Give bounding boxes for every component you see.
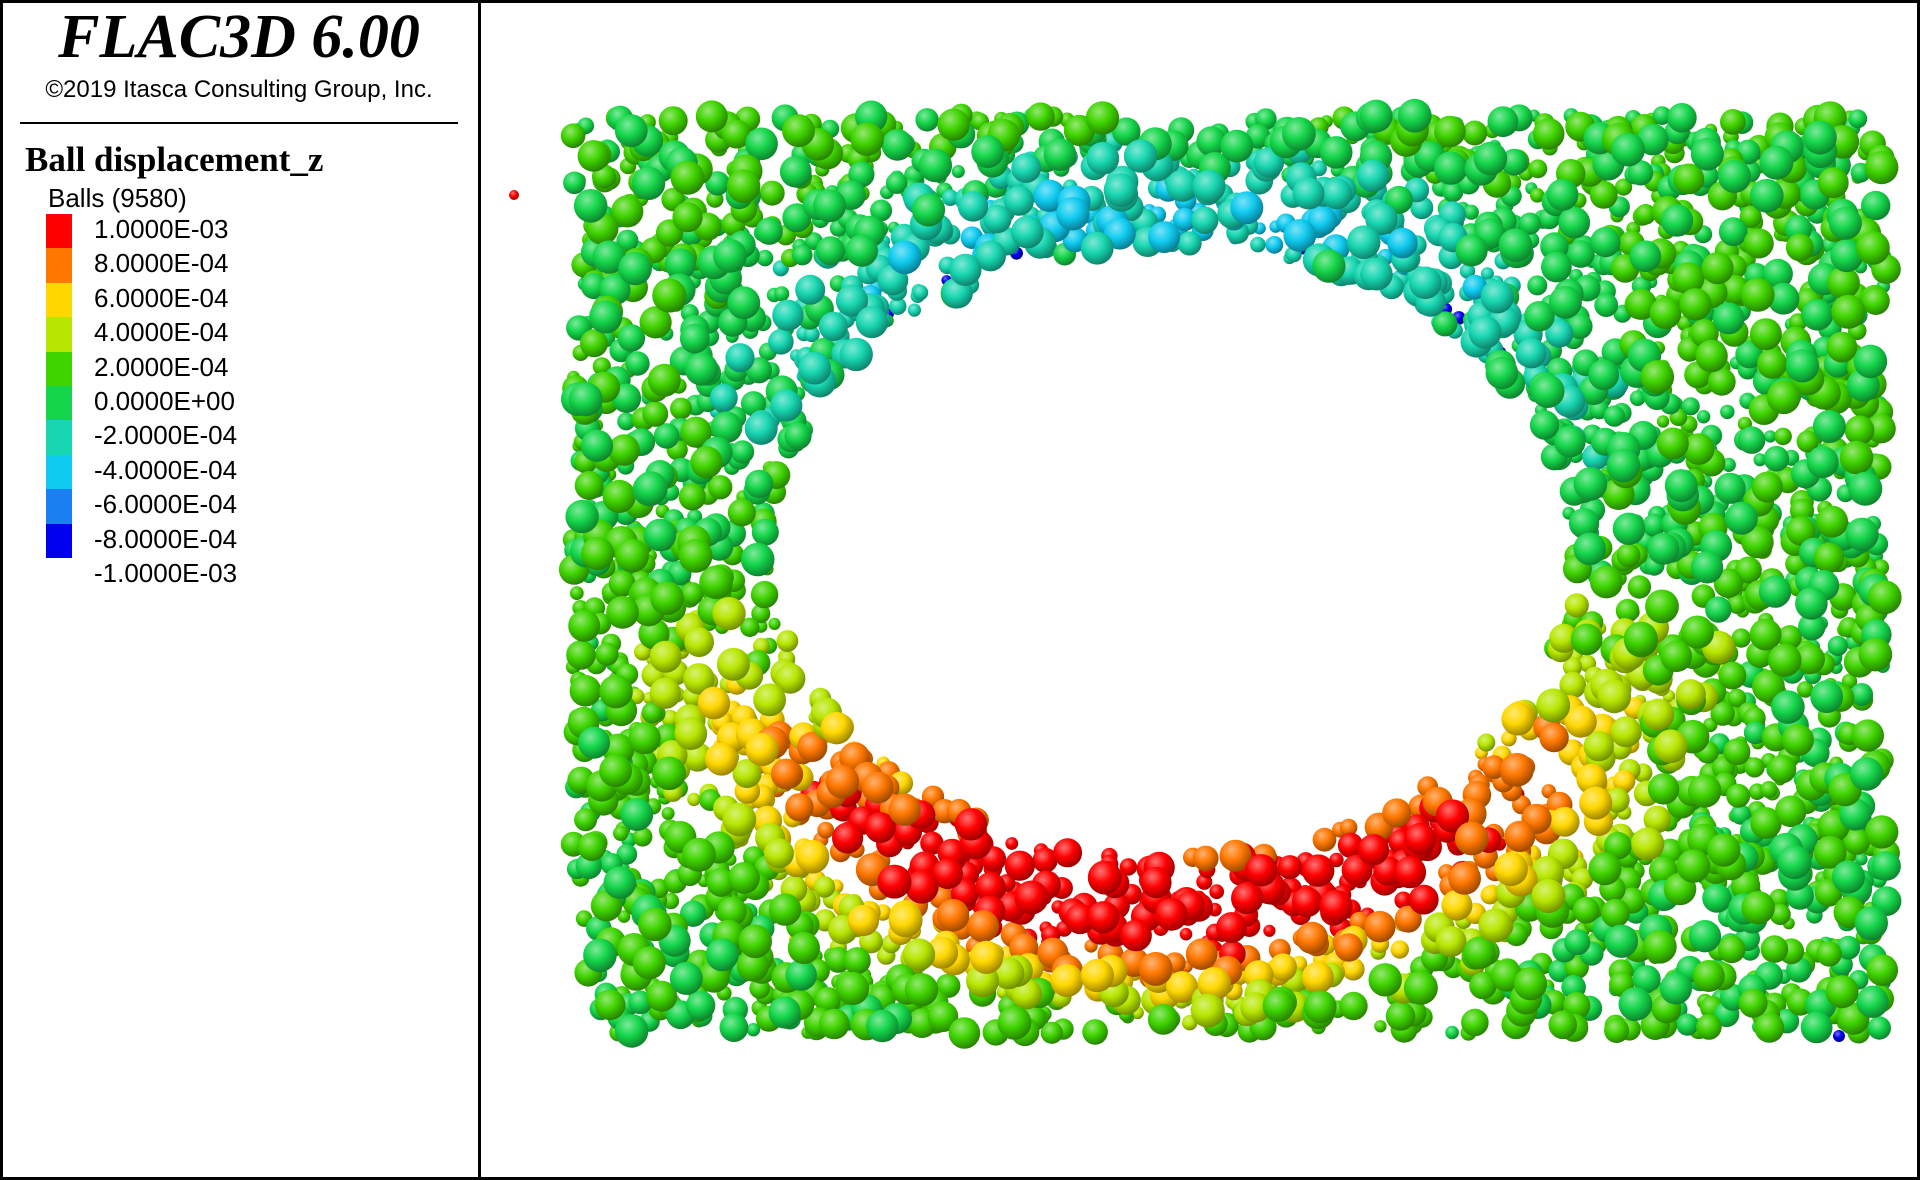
legend-swatch xyxy=(46,523,72,558)
legend-tick-label: 6.0000E-04 xyxy=(94,282,229,313)
legend-swatch xyxy=(46,386,72,421)
legend-tick-label: 4.0000E-04 xyxy=(94,317,229,348)
legend-tick-label: 8.0000E-04 xyxy=(94,248,229,279)
color-scale: 1.0000E-03 8.0000E-04 6.0000E-04 4.0000E-04… xyxy=(46,214,346,594)
legend-swatch xyxy=(46,282,72,318)
legend-title: Ball displacement_z xyxy=(25,140,324,179)
copyright-text: ©2019 Itasca Consulting Group, Inc. xyxy=(45,76,433,103)
legend-panel: FLAC3D 6.00 ©2019 Itasca Consulting Grou… xyxy=(0,0,478,1180)
panel-divider xyxy=(478,0,481,1180)
legend-divider xyxy=(20,122,458,124)
legend-swatch xyxy=(46,454,72,490)
legend-swatch xyxy=(46,351,72,386)
legend-swatch xyxy=(46,420,72,455)
legend-tick-label: -1.0000E-03 xyxy=(94,558,238,588)
legend-tick-label: -2.0000E-04 xyxy=(94,420,238,451)
legend-tick-label: -6.0000E-04 xyxy=(94,489,238,520)
model-viewport[interactable] xyxy=(481,3,1917,1177)
legend-group-label: Balls (9580) xyxy=(48,183,187,213)
legend-tick-label: -8.0000E-04 xyxy=(94,523,238,554)
legend-tick-label: 2.0000E-04 xyxy=(94,351,229,382)
legend-tick-label: 1.0000E-03 xyxy=(94,214,229,244)
legend-swatch xyxy=(46,489,72,524)
legend-tick-label: -4.0000E-04 xyxy=(94,454,238,485)
ball-model-render xyxy=(509,98,1902,1049)
legend-swatch xyxy=(46,214,72,249)
legend-swatch xyxy=(46,317,72,352)
legend-swatch xyxy=(46,248,72,283)
legend-tick-label: 0.0000E+00 xyxy=(94,386,235,416)
app-title: FLAC3D 6.00 xyxy=(58,3,420,71)
